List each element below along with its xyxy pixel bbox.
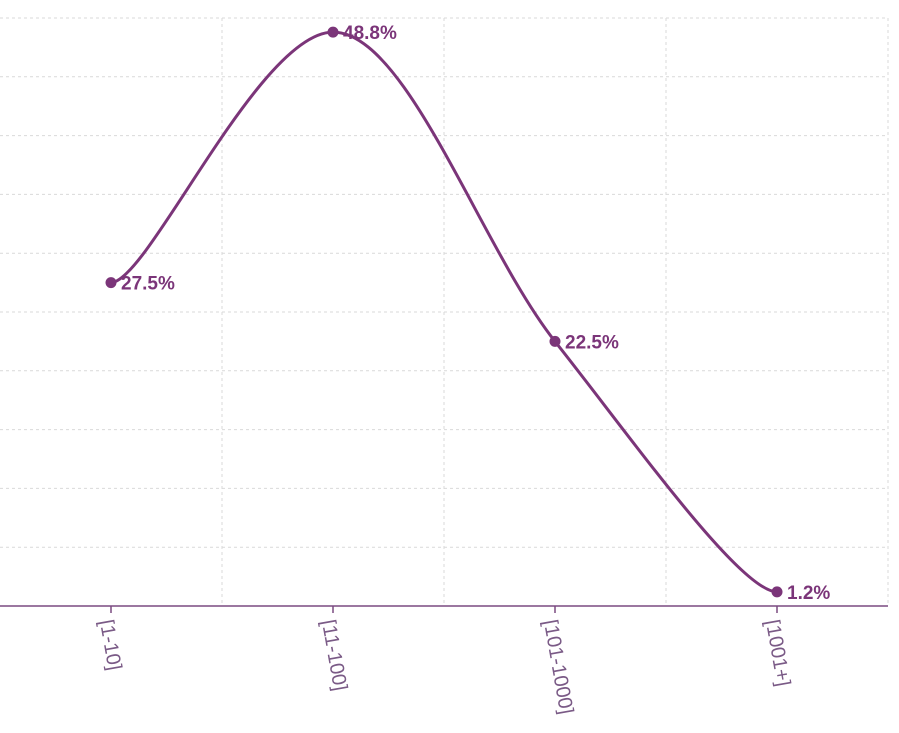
data-labels: 27.5% 48.8% 22.5% 1.2%: [121, 23, 830, 604]
x-tick-label: [1001+]: [761, 618, 794, 688]
x-tick-label: [101-1000]: [539, 618, 577, 716]
data-point[interactable]: [771, 586, 783, 598]
x-tick-label: [1-10]: [95, 618, 126, 672]
data-label: 27.5%: [121, 274, 175, 295]
series-layer: [105, 26, 783, 598]
grid: [0, 17, 889, 606]
x-tick-label: [11-100]: [317, 618, 351, 693]
data-point[interactable]: [327, 26, 339, 38]
x-axis: [1-10] [11-100] [101-1000] [1001+]: [0, 605, 888, 716]
series-line: [110, 30, 778, 594]
data-point[interactable]: [549, 335, 561, 347]
data-label: 22.5%: [565, 332, 619, 353]
data-label: 1.2%: [787, 583, 830, 604]
data-label: 48.8%: [343, 23, 397, 44]
data-point[interactable]: [105, 277, 117, 289]
